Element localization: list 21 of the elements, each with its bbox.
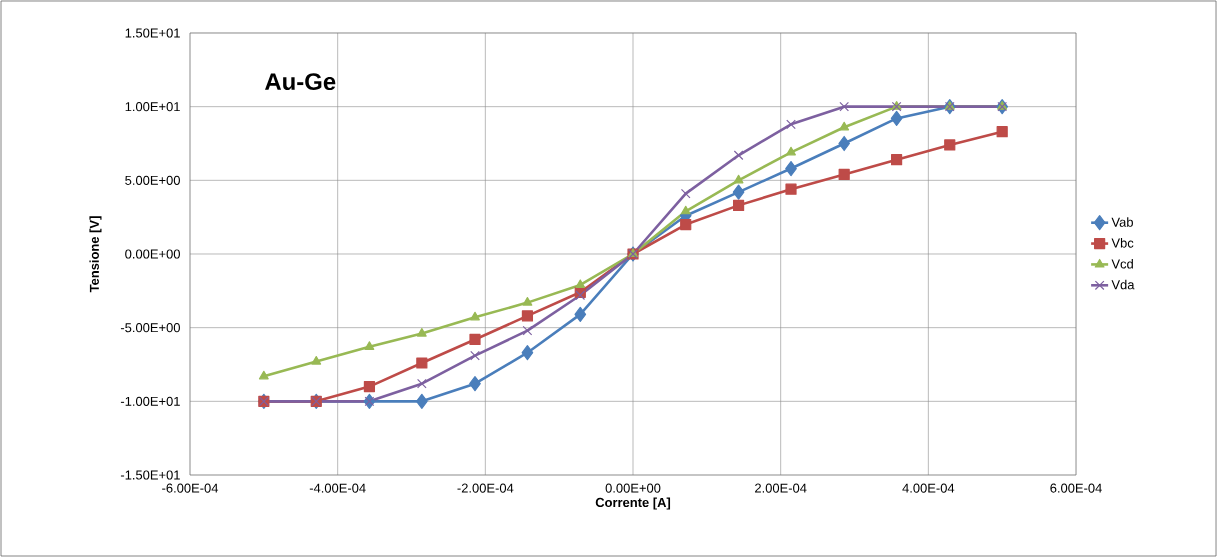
text: Au-Ge [265,73,336,91]
y-tick-label: -1.50E+01 [120,470,180,480]
x-tick-label: -6.00E-04 [162,483,219,493]
legend-label: Vbc [1111,238,1134,248]
x-tick-label: -4.00E-04 [309,483,366,493]
y-tick-label: 5.00E+00 [125,175,180,185]
x-tick-label: -2.00E-04 [457,483,514,493]
y-tick-label: 1.00E+01 [125,102,180,112]
legend-label: Vab [1111,217,1133,227]
x-tick-label: 6.00E-04 [1050,483,1102,493]
y-tick-label: -1.00E+01 [120,396,180,406]
legend-label: Vcd [1111,258,1133,269]
legend-label: Vda [1111,279,1135,290]
y-tick-label: 1.50E+01 [125,28,180,38]
y-axis-title: Tensione [V] [89,216,102,293]
x-axis-title: Corrente [A] [595,497,671,510]
x-tick-label: 0.00E+00 [605,483,661,493]
y-tick-label: 0.00E+00 [125,249,180,259]
x-tick-label: 2.00E-04 [755,483,807,493]
y-tick-label: -5.00E+00 [120,323,180,333]
x-tick-label: 4.00E-04 [902,483,955,493]
